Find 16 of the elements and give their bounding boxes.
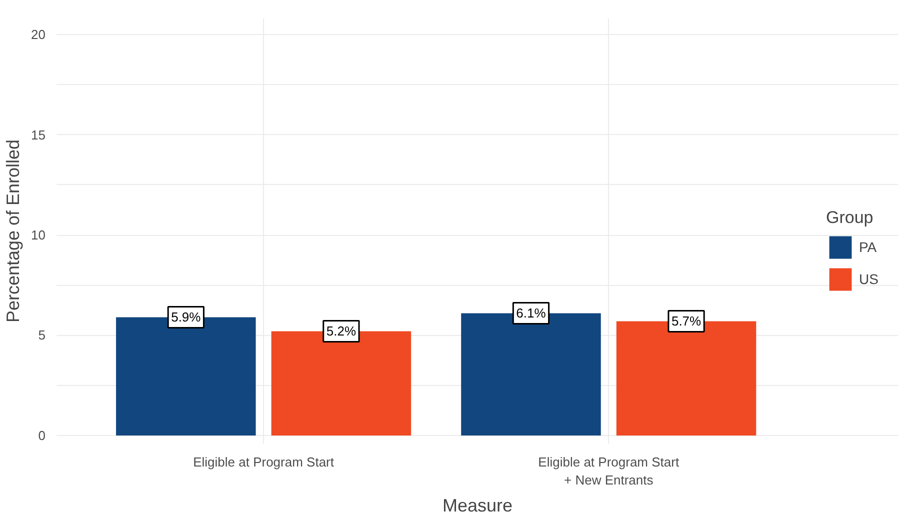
y-tick-label: 5: [38, 328, 46, 343]
y-axis-title: Percentage of Enrolled: [3, 139, 24, 323]
y-tick-label: 15: [31, 127, 46, 142]
legend-label: US: [859, 271, 879, 287]
y-tick-label: 0: [38, 428, 46, 443]
data-label: 5.9%: [171, 310, 202, 325]
x-axis-title: Measure: [442, 496, 513, 516]
x-tick-label: Eligible at Program Start: [193, 454, 334, 470]
y-tick-label: 20: [31, 27, 46, 42]
legend-label: PA: [859, 239, 878, 255]
data-label: 6.1%: [516, 306, 546, 321]
y-tick-label: 10: [31, 228, 46, 243]
legend-title: Group: [826, 208, 874, 228]
data-label: 5.7%: [671, 314, 702, 329]
data-label: 5.2%: [326, 324, 356, 339]
x-tick-label: Eligible at Program Start + New Entrants: [538, 454, 680, 488]
